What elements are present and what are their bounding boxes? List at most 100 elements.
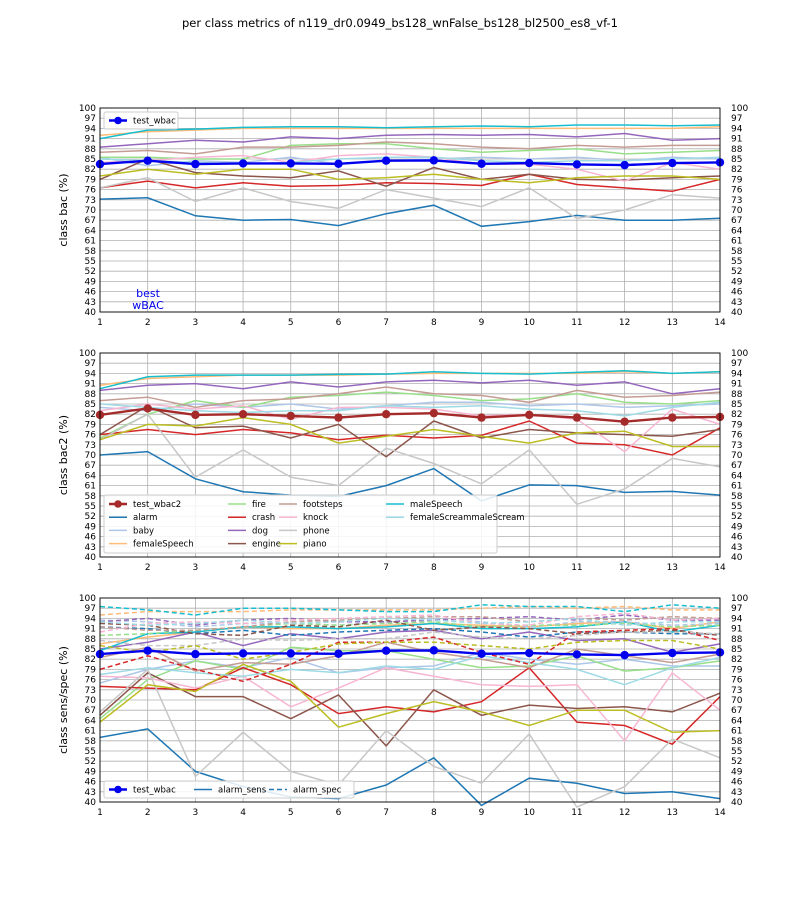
ytick-left: 40 <box>85 308 97 318</box>
axes-frame <box>99 107 721 313</box>
ytick-left: 70 <box>85 696 97 706</box>
series-line <box>99 668 721 809</box>
ytick-left: 100 <box>79 594 96 604</box>
series-knock <box>99 403 721 453</box>
ytick-right: 88 <box>731 390 743 400</box>
data-point <box>525 410 534 420</box>
ytick-right: 52 <box>731 512 742 522</box>
ytick-left: 97 <box>85 114 96 124</box>
ytick-right: 40 <box>731 798 743 808</box>
xtick: 8 <box>431 318 437 328</box>
ytick-right: 43 <box>731 298 742 308</box>
series-line <box>99 416 720 448</box>
ytick-left: 55 <box>85 257 96 267</box>
series-line <box>99 153 721 182</box>
legend-label: footsteps <box>303 500 343 510</box>
xtick: 11 <box>571 563 582 573</box>
ytick-left: 70 <box>85 451 97 461</box>
ytick-left: 82 <box>85 410 96 420</box>
series-piano-spec <box>99 639 721 660</box>
xtick: 10 <box>524 563 536 573</box>
data-point <box>572 160 582 169</box>
series-femaleSpeech <box>99 370 721 387</box>
legend-label: test_wbac <box>133 786 176 796</box>
data-point <box>572 413 582 422</box>
data-point <box>238 159 248 168</box>
ytick-left: 79 <box>85 665 97 675</box>
legend-label: alarm_sens <box>218 786 267 796</box>
ytick-left: 97 <box>85 359 96 369</box>
xtick: 1 <box>97 563 103 573</box>
ytick-left: 76 <box>85 186 97 196</box>
ytick-right: 100 <box>731 104 748 114</box>
series-alarm <box>99 450 721 502</box>
series-line <box>99 663 721 734</box>
data-point <box>429 408 439 418</box>
annotation-best-wbac: wBAC <box>132 299 164 312</box>
xtick: 2 <box>145 563 151 573</box>
xtick: 13 <box>667 563 678 573</box>
ytick-right: 79 <box>731 175 743 185</box>
series-crash <box>99 420 721 456</box>
series-line <box>99 403 721 453</box>
series-line <box>99 197 721 228</box>
ytick-left: 43 <box>85 298 96 308</box>
xtick: 4 <box>240 808 246 818</box>
xtick: 5 <box>288 318 294 328</box>
data-point <box>238 649 248 658</box>
ytick-right: 55 <box>731 747 742 757</box>
axes-frame <box>99 597 721 803</box>
ytick-right: 94 <box>731 369 743 379</box>
ytick-right: 91 <box>731 380 742 390</box>
data-point <box>620 650 629 660</box>
ytick-left: 82 <box>85 165 96 175</box>
series-alarm_sens <box>99 728 721 807</box>
ytick-left: 46 <box>85 533 97 543</box>
series-engine <box>99 404 721 458</box>
series-line <box>99 401 721 417</box>
xtick: 2 <box>145 318 151 328</box>
ytick-right: 76 <box>731 676 743 686</box>
series-line <box>99 621 721 652</box>
ytick-left: 88 <box>85 390 97 400</box>
ytick-right: 88 <box>731 145 743 155</box>
ytick-right: 97 <box>731 604 742 614</box>
data-point <box>668 158 677 168</box>
ytick-right: 70 <box>731 206 743 216</box>
ytick-left: 49 <box>85 767 97 777</box>
legend-label: piano <box>303 540 327 550</box>
legend-label: alarm_spec <box>293 786 342 796</box>
data-point <box>620 160 629 170</box>
data-point <box>668 648 677 658</box>
data-point <box>429 156 439 165</box>
data-point <box>381 156 391 165</box>
ytick-left: 61 <box>85 727 96 737</box>
ytick-right: 40 <box>731 553 743 563</box>
data-point <box>572 650 582 659</box>
data-point <box>620 417 629 426</box>
xtick: 1 <box>97 318 103 328</box>
ytick-left: 73 <box>85 196 96 206</box>
data-point <box>477 413 486 422</box>
series-line <box>99 619 721 637</box>
xtick: 9 <box>479 318 485 328</box>
ytick-right: 85 <box>731 645 742 655</box>
series-line <box>99 655 721 686</box>
ytick-right: 55 <box>731 502 742 512</box>
ytick-left: 76 <box>85 676 97 686</box>
xtick: 11 <box>571 318 582 328</box>
xtick: 8 <box>431 808 437 818</box>
legend-label: dog <box>252 526 268 536</box>
series-line <box>99 132 721 148</box>
data-point <box>381 410 391 419</box>
series-line <box>99 627 721 683</box>
ytick-left: 70 <box>85 206 97 216</box>
series-line <box>99 407 721 423</box>
series-fire <box>99 646 721 720</box>
ytick-left: 46 <box>85 778 97 788</box>
ytick-left: 64 <box>85 471 97 481</box>
series-maleSpeech <box>99 124 721 140</box>
series-line <box>99 404 721 458</box>
